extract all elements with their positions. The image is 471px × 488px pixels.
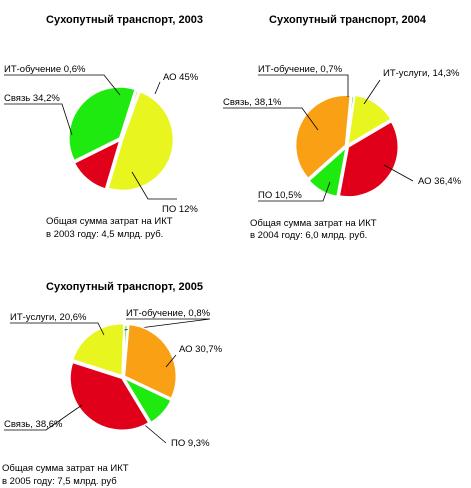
slice-label-ит-услуги: ИТ-услуги, 20,6% (10, 312, 87, 323)
pie-slice-по (122, 376, 173, 424)
chart-caption-line: Общая сумма затрат на ИКТ (2, 463, 129, 474)
leader-line (383, 164, 414, 182)
leader-line (10, 322, 105, 336)
pie-slice-ао (338, 120, 400, 198)
slice-label-ит-обучение: ИТ-обучение 0,6% (4, 64, 86, 75)
leader-line (4, 404, 83, 431)
slice-label-ао: АО 36,4% (418, 176, 462, 187)
leader-line (223, 107, 319, 131)
slice-label-связь: Связь, 38,1% (223, 97, 282, 108)
leader-line (154, 81, 161, 95)
slice-label-ао: АО 45% (163, 72, 199, 83)
chart-caption-line: в 2003 году: 4,5 млрд. руб. (46, 229, 163, 240)
chart-caption-line: в 2005 году: 7,5 млрд. руб (2, 476, 117, 487)
pie-slice-ао (123, 323, 178, 400)
slice-label-ит-обучение: ИТ-обучение, 0,7% (258, 64, 343, 75)
slice-label-по: ПО 9,3% (171, 438, 210, 449)
pie-slice-ит-услуги (71, 322, 125, 377)
slice-label-связь: Связь 34,2% (4, 93, 60, 104)
chart-caption-line: Общая сумма затрат на ИКТ (250, 218, 377, 229)
chart-caption-line: Общая сумма затрат на ИКТ (46, 216, 173, 227)
pie-slice-связь (69, 361, 150, 432)
chart-caption-line: в 2004 году: 6,0 млрд. руб. (250, 230, 367, 241)
leader-line (165, 354, 177, 368)
leader-line (258, 74, 349, 97)
pie-slice-ит-обучение (346, 95, 355, 147)
pie-slice-по (73, 138, 122, 191)
pie-chart-3: Сухопутный транспорт, 2005 ИТ-обучение, 0… (2, 281, 223, 487)
chart-title: Сухопутный транспорт, 2004 (269, 14, 427, 26)
slice-label-по: ПО 10,5% (258, 190, 302, 201)
leader-line (4, 103, 73, 136)
leader-line (131, 171, 177, 200)
pie-slice-связь (67, 86, 137, 162)
pie-slice-связь (294, 94, 352, 180)
pie-chart-1: Сухопутный транспорт, 2003 АО 45% ПО 12% Св… (4, 14, 203, 240)
slice-label-ао: АО 30,7% (179, 344, 223, 355)
chart-title: Сухопутный транспорт, 2003 (46, 14, 203, 26)
leader-line (4, 74, 121, 96)
pie-slice-по (307, 145, 348, 198)
slice-label-по: ПО 12% (162, 204, 198, 215)
pie-slice-ао (107, 90, 175, 192)
slice-label-ит-услуги: ИТ-услуги, 14,3% (383, 68, 460, 79)
slice-label-связь: Связь, 38,6% (4, 419, 63, 430)
pie-slice-ит-услуги (346, 94, 393, 147)
leader-line (258, 181, 331, 202)
pie-slice-ит-обучение (122, 324, 129, 378)
leader-line (363, 79, 381, 105)
pie-chart-2: Сухопутный транспорт, 2004 ИТ-услуги, 14,… (223, 14, 462, 241)
chart-title: Сухопутный транспорт, 2005 (46, 281, 203, 293)
pie-slice-ит-обучение (120, 89, 140, 140)
slice-label-ит-обучение: ИТ-обучение, 0,8% (126, 308, 211, 319)
leader-line (123, 318, 211, 331)
